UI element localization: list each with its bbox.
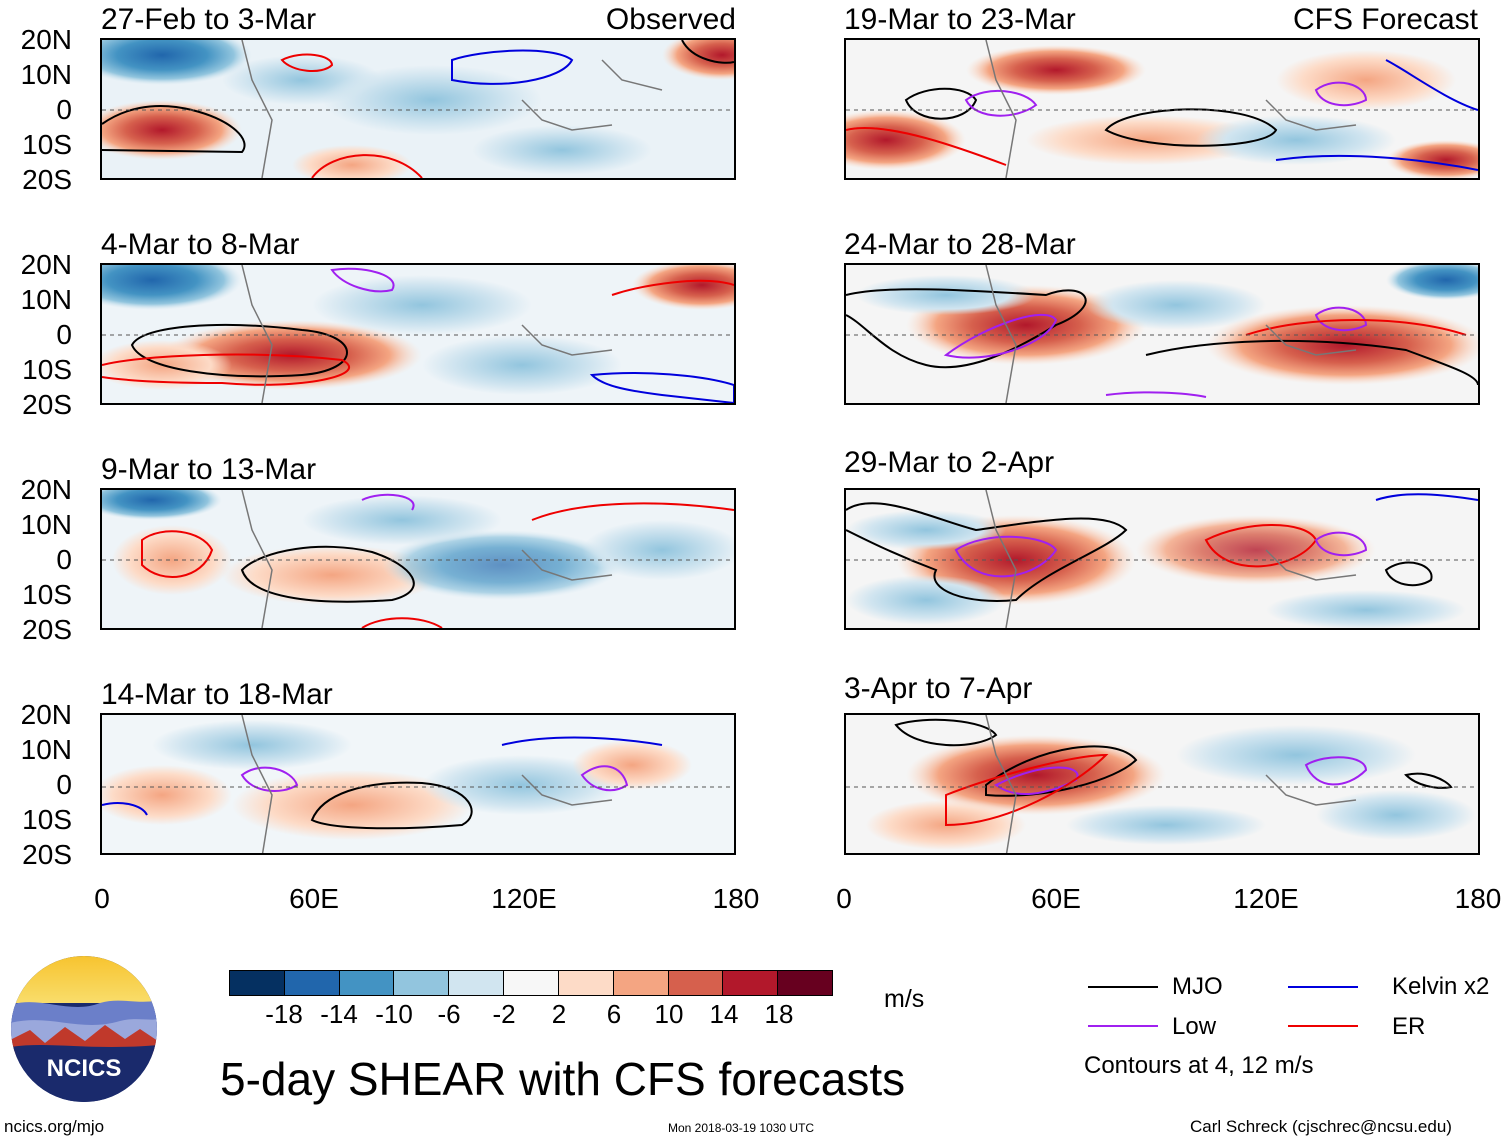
observed-header: Observed bbox=[605, 3, 736, 36]
lat-label: 20N bbox=[20, 699, 72, 730]
colorbar-tick-label: 14 bbox=[709, 999, 739, 1029]
panel-title-left-1: 27-Feb to 3-Mar bbox=[101, 3, 317, 36]
colorbar-unit: m/s bbox=[884, 985, 925, 1013]
colorbar-tick-label: -10 bbox=[375, 999, 413, 1029]
panel-title-left-3: 9-Mar to 13-Mar bbox=[101, 453, 317, 486]
panel-title-right-3: 29-Mar to 2-Apr bbox=[844, 446, 1055, 479]
lon-label-left: 0 bbox=[94, 883, 110, 914]
colorbar-tick-label: 10 bbox=[654, 999, 684, 1029]
colorbar-swatch bbox=[612, 971, 668, 995]
colorbar-tick-label: 18 bbox=[764, 999, 794, 1029]
lon-label-right: 180 bbox=[1454, 883, 1502, 914]
colorbar-swatch bbox=[448, 971, 504, 995]
footer-credit: Carl Schreck (cjschrec@ncsu.edu) bbox=[1190, 1117, 1452, 1136]
legend-contour-note: Contours at 4, 12 m/s bbox=[1084, 1052, 1314, 1079]
ncics-logo: NCICS bbox=[10, 955, 158, 1103]
lat-label: 20S bbox=[22, 839, 72, 870]
lon-label-left: 60E bbox=[289, 883, 339, 914]
map-panel-observed-3 bbox=[100, 488, 736, 630]
colorbar-swatch bbox=[667, 971, 723, 995]
colorbar-swatch bbox=[230, 971, 284, 995]
lat-label: 10S bbox=[22, 129, 72, 160]
lat-label: 20S bbox=[22, 614, 72, 645]
colorbar-tick-label: -6 bbox=[437, 999, 461, 1029]
panel-title-left-2: 4-Mar to 8-Mar bbox=[101, 228, 300, 261]
panel-title-right-2: 24-Mar to 28-Mar bbox=[844, 228, 1076, 261]
legend-line-er bbox=[1288, 1025, 1358, 1027]
lat-label: 10N bbox=[20, 284, 72, 315]
colorbar-tick-label: 2 bbox=[551, 999, 567, 1029]
lat-label: 10S bbox=[22, 354, 72, 385]
lon-label-right: 0 bbox=[836, 883, 852, 914]
lon-label-left: 180 bbox=[712, 883, 760, 914]
lat-label: 20N bbox=[20, 474, 72, 505]
forecast-header: CFS Forecast bbox=[1292, 3, 1478, 36]
lat-label: 0 bbox=[56, 94, 72, 125]
lat-label: 10S bbox=[22, 804, 72, 835]
colorbar-swatch bbox=[283, 971, 339, 995]
legend-label-er: ER bbox=[1392, 1013, 1426, 1040]
panel-title-right-1: 19-Mar to 23-Mar bbox=[844, 3, 1076, 36]
legend-label-mjo: MJO bbox=[1172, 973, 1223, 1000]
footer-timestamp: Mon 2018-03-19 1030 UTC bbox=[668, 1121, 815, 1135]
colorbar-swatch bbox=[503, 971, 558, 995]
lat-label: 20S bbox=[22, 389, 72, 420]
lat-label: 20N bbox=[20, 24, 72, 55]
lon-label-right: 120E bbox=[1233, 883, 1299, 914]
lat-label: 10N bbox=[20, 509, 72, 540]
lat-label: 0 bbox=[56, 319, 72, 350]
colorbar-swatch bbox=[557, 971, 613, 995]
legend-line-low bbox=[1088, 1025, 1158, 1027]
lat-label: 10N bbox=[20, 59, 72, 90]
lat-label: 20N bbox=[20, 249, 72, 280]
colorbar-swatch bbox=[393, 971, 449, 995]
lat-label: 10S bbox=[22, 579, 72, 610]
lat-label: 0 bbox=[56, 769, 72, 800]
map-panel-forecast-2 bbox=[844, 263, 1480, 405]
footer-url[interactable]: ncics.org/mjo bbox=[4, 1117, 105, 1136]
legend-line-mjo bbox=[1088, 986, 1158, 988]
panel-title-left-4: 14-Mar to 18-Mar bbox=[101, 678, 333, 711]
logo-text: NCICS bbox=[47, 1055, 122, 1082]
lon-label-right: 60E bbox=[1031, 883, 1081, 914]
map-panel-forecast-4 bbox=[844, 713, 1480, 855]
map-panel-forecast-3 bbox=[844, 488, 1480, 630]
panel-title-right-4: 3-Apr to 7-Apr bbox=[844, 672, 1033, 705]
map-panel-observed-2 bbox=[100, 263, 736, 405]
map-panel-observed-1 bbox=[100, 38, 736, 180]
colorbar-tick-label: -2 bbox=[492, 999, 516, 1029]
legend-label-kelvin: Kelvin x2 bbox=[1392, 973, 1490, 1000]
colorbar-tick-label: 6 bbox=[606, 999, 622, 1029]
colorbar-swatch bbox=[722, 971, 778, 995]
colorbar-swatch bbox=[777, 971, 832, 995]
lat-label: 0 bbox=[56, 544, 72, 575]
legend-label-low: Low bbox=[1172, 1013, 1217, 1040]
colorbar-tick-label: -14 bbox=[320, 999, 358, 1029]
legend-line-kelvin bbox=[1288, 986, 1358, 988]
lon-label-left: 120E bbox=[491, 883, 557, 914]
lat-label: 10N bbox=[20, 734, 72, 765]
lat-label: 20S bbox=[22, 164, 72, 195]
colorbar-tick-label: -18 bbox=[265, 999, 303, 1029]
colorbar bbox=[229, 970, 833, 996]
map-panel-forecast-1 bbox=[844, 38, 1480, 180]
map-panel-observed-4 bbox=[100, 713, 736, 855]
colorbar-swatch bbox=[338, 971, 394, 995]
main-title: 5-day SHEAR with CFS forecasts bbox=[220, 1053, 906, 1105]
